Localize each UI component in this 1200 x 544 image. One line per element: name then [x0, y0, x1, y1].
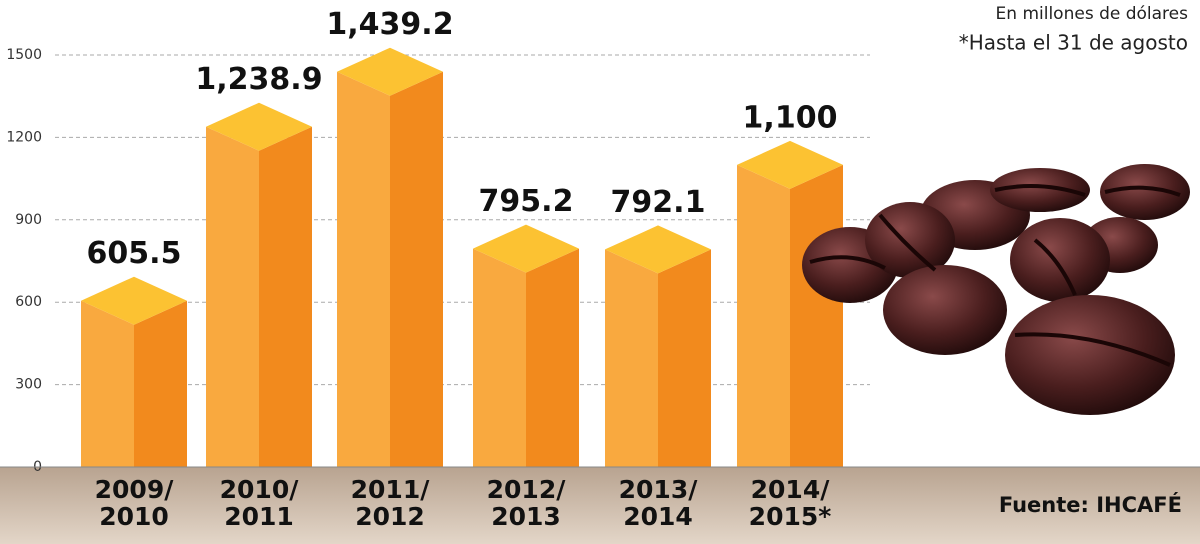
- bar-face-left: [605, 249, 658, 467]
- value-label: 792.1: [611, 185, 706, 220]
- bar: [81, 276, 187, 467]
- value-label: 605.5: [87, 236, 182, 271]
- bar-face-left: [473, 248, 526, 467]
- bar: [473, 224, 579, 467]
- bar: [206, 102, 312, 468]
- coffee-beans: [802, 164, 1190, 415]
- bar-top: [737, 140, 843, 189]
- bar: [337, 47, 443, 467]
- value-label: 1,100: [743, 100, 838, 135]
- note-asterisk: *Hasta el 31 de agosto: [959, 31, 1188, 55]
- bar-face-right: [134, 300, 187, 467]
- source: Fuente: IHCAFÉ: [999, 492, 1182, 517]
- x-tick-label: 2012/ 2013: [486, 475, 566, 531]
- y-tick-label: 600: [15, 294, 42, 310]
- bar-face-right: [658, 249, 711, 467]
- bar-top: [206, 102, 312, 151]
- bar: [737, 140, 843, 467]
- y-tick-label: 1500: [6, 47, 42, 63]
- bar-face-left: [737, 164, 790, 467]
- bar-face-right: [390, 71, 443, 467]
- bar: [605, 225, 711, 467]
- bar-face-right: [790, 164, 843, 467]
- bar-face-right: [259, 126, 312, 468]
- value-label: 1,439.2: [326, 7, 453, 42]
- x-tick-label: 2010/ 2011: [219, 475, 299, 531]
- y-tick-label: 300: [15, 377, 42, 393]
- x-tick-label: 2013/ 2014: [618, 475, 698, 531]
- bar-top: [605, 225, 711, 274]
- bar-face-right: [526, 248, 579, 467]
- bar-face-left: [81, 300, 134, 467]
- base-band: [0, 467, 1200, 544]
- x-tick-label: 2014/ 2015*: [748, 475, 832, 531]
- bar-face-left: [337, 71, 390, 467]
- y-tick-label: 1200: [6, 129, 42, 145]
- x-tick-label: 2011/ 2012: [350, 475, 430, 531]
- bar-top: [473, 224, 579, 273]
- value-label: 1,238.9: [195, 62, 322, 97]
- bar-top: [81, 276, 187, 325]
- y-tick-label: 900: [15, 212, 42, 228]
- note: En millones de dólares: [996, 4, 1189, 24]
- x-tick-label: 2009/ 2010: [94, 475, 174, 531]
- bar-top: [337, 47, 443, 96]
- bar-face-left: [206, 126, 259, 468]
- value-label: 795.2: [479, 184, 574, 219]
